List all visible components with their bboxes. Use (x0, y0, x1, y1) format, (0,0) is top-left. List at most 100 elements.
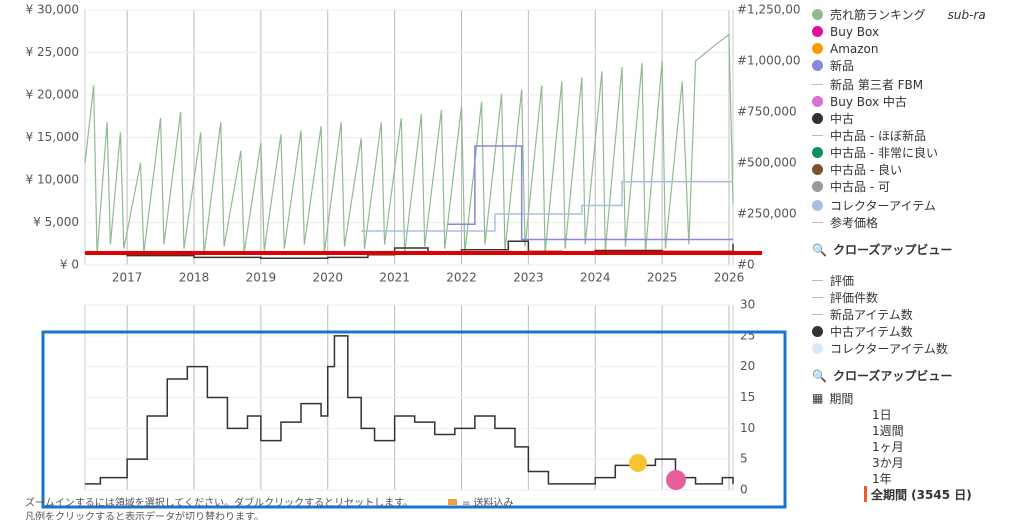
legend-label: 中古品 - ほぼ新品 (830, 129, 926, 143)
legend-item[interactable]: 中古 (812, 110, 1024, 127)
legend-label: 中古 (830, 112, 855, 126)
period-option[interactable]: 1日 (872, 408, 892, 422)
legend-swatch (812, 113, 823, 124)
legend-label: 中古品 - 非常に良い (830, 146, 938, 160)
legend-swatch (812, 200, 823, 211)
legend-swatch (812, 26, 823, 37)
y2-tick-label: #250,000 (737, 207, 797, 221)
legend-item[interactable]: 新品アイテム数 (812, 306, 1024, 323)
legend-label: 新品アイテム数 (830, 308, 913, 322)
x-tick-label: 2020 (312, 271, 343, 285)
legend-item[interactable]: 中古品 - 可 (812, 178, 1024, 195)
legend-swatch (812, 280, 823, 281)
hint2: 凡例をクリックすると表示データが切り替わります。 (25, 510, 264, 520)
legend-swatch (812, 343, 823, 354)
legend-label: コレクターアイテム (830, 199, 936, 213)
subrank[interactable]: sub-ra (947, 7, 986, 22)
annotation-box (41, 330, 787, 509)
legend-item[interactable]: 中古品 - 良い (812, 161, 1024, 178)
closeup-label: クローズアップビュー (832, 369, 953, 383)
period-option[interactable]: 3か月 (872, 456, 904, 470)
y-tick-label: ¥ 10,000 (26, 173, 79, 187)
legend-item[interactable]: 新品 第三者 FBM (812, 76, 1024, 93)
series-line (85, 240, 734, 259)
x-tick-label: 2021 (379, 271, 410, 285)
legend-swatch (812, 84, 823, 85)
y2-tick-label: #0 (737, 258, 755, 272)
legend-label: 評価件数 (830, 291, 879, 305)
legend-swatch (812, 326, 823, 337)
legend-label: 新品 (830, 59, 855, 73)
legend-label: 中古品 - 良い (830, 163, 902, 177)
star-icon (629, 454, 647, 472)
closeup[interactable]: 🔍 クローズアップビュー (812, 368, 953, 384)
x-tick-label: 2025 (647, 271, 678, 285)
y-tick-label: ¥ 25,000 (26, 45, 79, 59)
y2-tick-label: #1,250,000 (737, 3, 800, 17)
period-option[interactable]: 1ヶ月 (872, 440, 904, 454)
legend-item[interactable]: 売れ筋ランキング sub-ra (812, 6, 1024, 23)
hint: ズームインするには領域を選択してください。ダブルクリックするとリセットします。 (25, 496, 413, 509)
series-line (361, 180, 733, 232)
legend-item[interactable]: Amazon (812, 40, 1024, 57)
legend-label: Amazon (830, 41, 879, 56)
y-tick-label: 15 (740, 390, 755, 404)
legend-label: 売れ筋ランキング (830, 8, 926, 22)
legend-swatch (812, 135, 823, 136)
legend-item[interactable]: コレクターアイテム数 (812, 340, 1024, 357)
legend-item[interactable]: コレクターアイテム (812, 197, 1024, 214)
y-tick-label: ¥ 15,000 (26, 130, 79, 144)
legend-label: Buy Box (830, 24, 880, 39)
legend-item[interactable]: 中古品 - ほぼ新品 (812, 127, 1024, 144)
period-label: 期間 (829, 391, 854, 406)
legend-item[interactable]: Buy Box (812, 23, 1024, 40)
legend-swatch (812, 60, 823, 71)
legend-item[interactable]: 新品 (812, 57, 1024, 74)
legend-swatch (812, 96, 823, 107)
series-line (448, 145, 733, 241)
x-tick-label: 2026 (714, 271, 745, 285)
legend-swatch (812, 147, 823, 158)
legend-label: Buy Box 中古 (830, 95, 907, 109)
period-option[interactable]: 1週間 (872, 424, 904, 438)
closeup[interactable]: 🔍 クローズアップビュー (812, 242, 953, 258)
x-tick-label: 2024 (580, 271, 611, 285)
x-tick-label: 2023 (513, 271, 544, 285)
emoji-icon (666, 470, 686, 490)
y-tick-label: ¥ 20,000 (26, 88, 79, 102)
x-tick-label: 2019 (246, 271, 277, 285)
legend-item[interactable]: 評価件数 (812, 289, 1024, 306)
legend-label: 中古アイテム数 (830, 325, 913, 339)
legend-item[interactable]: Buy Box 中古 (812, 93, 1024, 110)
y2-tick-label: #500,000 (737, 156, 797, 170)
x-tick-label: 2017 (112, 271, 143, 285)
y-tick-label: ¥ 5,000 (33, 215, 79, 229)
sidebar: 売れ筋ランキング sub-ra Buy Box Amazon 新品新品 第三者 FBM B… (812, 6, 1024, 502)
y2-tick-label: #750,000 (737, 105, 797, 119)
legend-item[interactable]: 中古アイテム数 (812, 323, 1024, 340)
period-option-active[interactable]: 全期間 (3545 日) (864, 486, 1024, 502)
legend-item[interactable]: 参考価格 (812, 214, 1024, 231)
closeup-label: クローズアップビュー (832, 243, 953, 257)
x-tick-label: 2018 (179, 271, 210, 285)
legend-label: 評価 (830, 274, 855, 288)
shipping-icon (448, 499, 457, 505)
legend-item[interactable]: 評価 (812, 272, 1024, 289)
y-tick-label: 25 (740, 328, 755, 342)
y2-tick-label: #1,000,000 (737, 54, 800, 68)
y-tick-label: 0 (740, 483, 748, 497)
y-tick-label: 20 (740, 359, 755, 373)
y-tick-label: 10 (740, 421, 755, 435)
y-tick-label: ¥ 30,000 (26, 3, 79, 17)
legend-item[interactable]: 中古品 - 非常に良い (812, 144, 1024, 161)
legend-label: 新品 第三者 FBM (830, 78, 924, 92)
legend-label: 参考価格 (830, 216, 879, 230)
legend-swatch (812, 9, 823, 20)
y-tick-label: 5 (740, 452, 748, 466)
legend-swatch (812, 314, 823, 315)
legend-swatch (812, 181, 823, 192)
period-option[interactable]: 1年 (872, 472, 892, 486)
legend-swatch (812, 43, 823, 54)
legend-swatch (812, 222, 823, 223)
